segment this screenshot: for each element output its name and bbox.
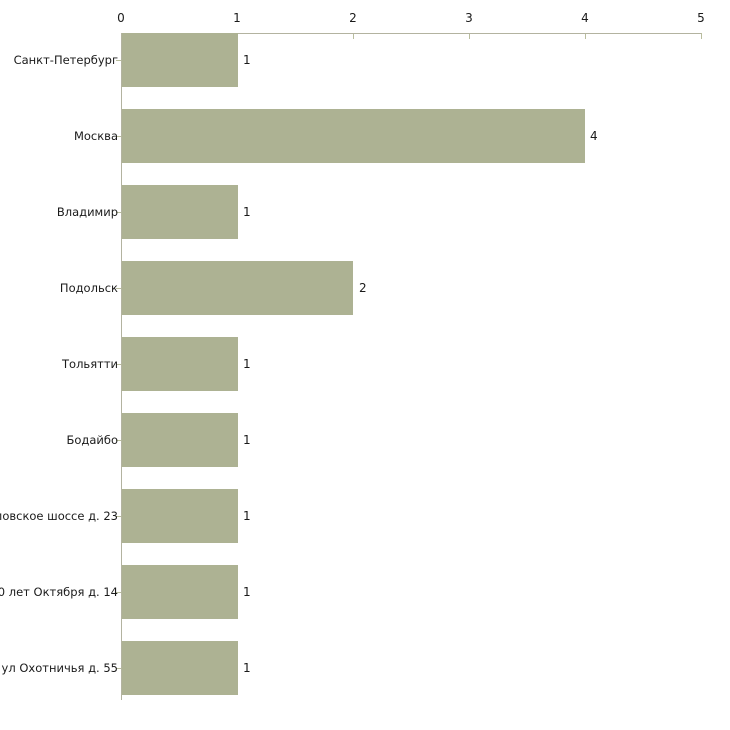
xtick-label-1: 1 bbox=[233, 11, 241, 25]
ytick-mark bbox=[116, 440, 121, 441]
ytick-mark bbox=[116, 60, 121, 61]
ytick-mark bbox=[116, 592, 121, 593]
bar-value-label: 1 bbox=[243, 509, 251, 523]
xtick-mark bbox=[585, 33, 586, 39]
x-axis-line bbox=[121, 33, 701, 34]
xtick-label-5: 5 bbox=[697, 11, 705, 25]
bar-value-label: 1 bbox=[243, 585, 251, 599]
bar-value-label: 4 bbox=[590, 129, 598, 143]
y-axis-line bbox=[121, 33, 122, 700]
bar-value-label: 1 bbox=[243, 661, 251, 675]
bar bbox=[122, 565, 238, 619]
bar bbox=[122, 489, 238, 543]
xtick-mark bbox=[353, 33, 354, 39]
bar bbox=[122, 261, 353, 315]
bar-value-label: 2 bbox=[359, 281, 367, 295]
category-label: Владимир bbox=[56, 205, 118, 219]
bar bbox=[122, 109, 585, 163]
bar-value-label: 1 bbox=[243, 433, 251, 447]
xtick-label-2: 2 bbox=[349, 11, 357, 25]
bar bbox=[122, 33, 238, 87]
bar-value-label: 1 bbox=[243, 357, 251, 371]
ytick-mark bbox=[116, 364, 121, 365]
bar-value-label: 1 bbox=[243, 205, 251, 219]
ytick-mark bbox=[116, 212, 121, 213]
ytick-mark bbox=[116, 668, 121, 669]
category-label: Москва bbox=[73, 129, 118, 143]
xtick-mark bbox=[701, 33, 702, 39]
ytick-mark bbox=[116, 516, 121, 517]
category-label: Тольятти bbox=[62, 357, 118, 371]
category-label: Бодайбо bbox=[66, 433, 118, 447]
ytick-mark bbox=[116, 136, 121, 137]
xtick-label-3: 3 bbox=[465, 11, 473, 25]
bar-value-label: 1 bbox=[243, 53, 251, 67]
category-label: повское шоссе д. 23 bbox=[0, 509, 118, 523]
xtick-label-0: 0 bbox=[117, 11, 125, 25]
bar bbox=[122, 185, 238, 239]
category-label: 50 лет Октября д. 14 bbox=[0, 585, 118, 599]
xtick-mark bbox=[469, 33, 470, 39]
category-label: Санкт-Петербург bbox=[13, 53, 118, 67]
category-label: Подольск bbox=[59, 281, 118, 295]
xtick-label-4: 4 bbox=[581, 11, 589, 25]
ytick-mark bbox=[116, 288, 121, 289]
category-label: м ул Охотничья д. 55 bbox=[0, 661, 118, 675]
bar bbox=[122, 641, 238, 695]
bar bbox=[122, 337, 238, 391]
bar bbox=[122, 413, 238, 467]
